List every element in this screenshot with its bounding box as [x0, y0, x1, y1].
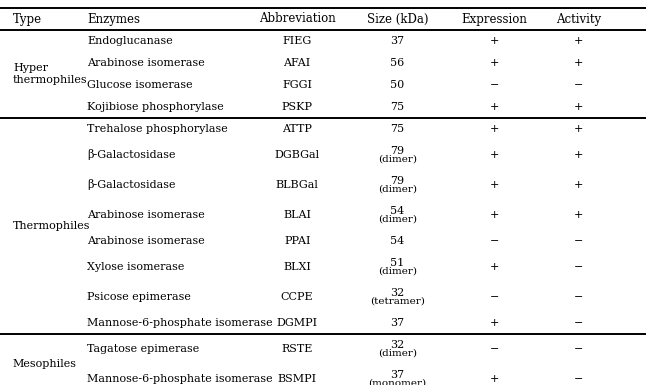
Text: +: + — [490, 374, 499, 384]
Text: BSMPI: BSMPI — [278, 374, 317, 384]
Text: 79: 79 — [390, 176, 404, 186]
Text: (tetramer): (tetramer) — [370, 297, 424, 306]
Text: Enzymes: Enzymes — [87, 12, 140, 25]
Text: 79: 79 — [390, 146, 404, 156]
Text: −: − — [574, 80, 583, 90]
Text: BLAI: BLAI — [283, 210, 311, 220]
Text: β-Galactosidase: β-Galactosidase — [87, 179, 176, 191]
Text: 75: 75 — [390, 124, 404, 134]
Text: −: − — [490, 80, 499, 90]
Text: AFAI: AFAI — [284, 58, 311, 68]
Text: Psicose epimerase: Psicose epimerase — [87, 292, 191, 302]
Text: −: − — [490, 236, 499, 246]
Text: 75: 75 — [390, 102, 404, 112]
Text: Trehalose phosphorylase: Trehalose phosphorylase — [87, 124, 228, 134]
Text: −: − — [574, 344, 583, 354]
Text: +: + — [574, 210, 583, 220]
Text: CCPE: CCPE — [281, 292, 313, 302]
Text: (dimer): (dimer) — [378, 267, 417, 276]
Text: −: − — [574, 262, 583, 272]
Text: +: + — [490, 210, 499, 220]
Text: +: + — [574, 150, 583, 160]
Text: ATTP: ATTP — [282, 124, 312, 134]
Text: 51: 51 — [390, 258, 404, 268]
Text: +: + — [490, 58, 499, 68]
Text: Arabinose isomerase: Arabinose isomerase — [87, 58, 205, 68]
Text: −: − — [490, 344, 499, 354]
Text: 54: 54 — [390, 236, 404, 246]
Text: (monomer): (monomer) — [368, 379, 426, 385]
Text: 37: 37 — [390, 318, 404, 328]
Text: BLBGal: BLBGal — [276, 180, 318, 190]
Text: Arabinose isomerase: Arabinose isomerase — [87, 210, 205, 220]
Text: +: + — [574, 58, 583, 68]
Text: β-Galactosidase: β-Galactosidase — [87, 149, 176, 161]
Text: Mesophiles: Mesophiles — [13, 359, 77, 369]
Text: +: + — [490, 318, 499, 328]
Text: −: − — [574, 374, 583, 384]
Text: 32: 32 — [390, 288, 404, 298]
Text: +: + — [574, 180, 583, 190]
Text: −: − — [574, 236, 583, 246]
Text: (dimer): (dimer) — [378, 215, 417, 224]
Text: 37: 37 — [390, 370, 404, 380]
Text: Expression: Expression — [461, 12, 527, 25]
Text: 50: 50 — [390, 80, 404, 90]
Text: Arabinose isomerase: Arabinose isomerase — [87, 236, 205, 246]
Text: PPAI: PPAI — [284, 236, 311, 246]
Text: +: + — [490, 124, 499, 134]
Text: (dimer): (dimer) — [378, 185, 417, 194]
Text: Xylose isomerase: Xylose isomerase — [87, 262, 185, 272]
Text: (dimer): (dimer) — [378, 349, 417, 358]
Text: DGMPI: DGMPI — [276, 318, 318, 328]
Text: FIEG: FIEG — [282, 36, 312, 46]
Text: Kojibiose phosphorylase: Kojibiose phosphorylase — [87, 102, 224, 112]
Text: Activity: Activity — [556, 12, 601, 25]
Text: BLXI: BLXI — [283, 262, 311, 272]
Text: 56: 56 — [390, 58, 404, 68]
Text: Tagatose epimerase: Tagatose epimerase — [87, 344, 200, 354]
Text: Hyper
thermophiles: Hyper thermophiles — [13, 63, 88, 85]
Text: Abbreviation: Abbreviation — [259, 12, 335, 25]
Text: DGBGal: DGBGal — [275, 150, 320, 160]
Text: Glucose isomerase: Glucose isomerase — [87, 80, 193, 90]
Text: +: + — [490, 180, 499, 190]
Text: +: + — [574, 36, 583, 46]
Text: Thermophiles: Thermophiles — [13, 221, 90, 231]
Text: (dimer): (dimer) — [378, 155, 417, 164]
Text: −: − — [574, 292, 583, 302]
Text: +: + — [490, 36, 499, 46]
Text: Mannose-6-phosphate isomerase: Mannose-6-phosphate isomerase — [87, 374, 273, 384]
Text: RSTE: RSTE — [282, 344, 313, 354]
Text: +: + — [490, 102, 499, 112]
Text: 37: 37 — [390, 36, 404, 46]
Text: Type: Type — [13, 12, 42, 25]
Text: Endoglucanase: Endoglucanase — [87, 36, 173, 46]
Text: −: − — [490, 292, 499, 302]
Text: +: + — [574, 124, 583, 134]
Text: +: + — [490, 262, 499, 272]
Text: PSKP: PSKP — [282, 102, 313, 112]
Text: FGGI: FGGI — [282, 80, 312, 90]
Text: 54: 54 — [390, 206, 404, 216]
Text: −: − — [574, 318, 583, 328]
Text: +: + — [490, 150, 499, 160]
Text: 32: 32 — [390, 340, 404, 350]
Text: Size (kDa): Size (kDa) — [366, 12, 428, 25]
Text: +: + — [574, 102, 583, 112]
Text: Mannose-6-phosphate isomerase: Mannose-6-phosphate isomerase — [87, 318, 273, 328]
